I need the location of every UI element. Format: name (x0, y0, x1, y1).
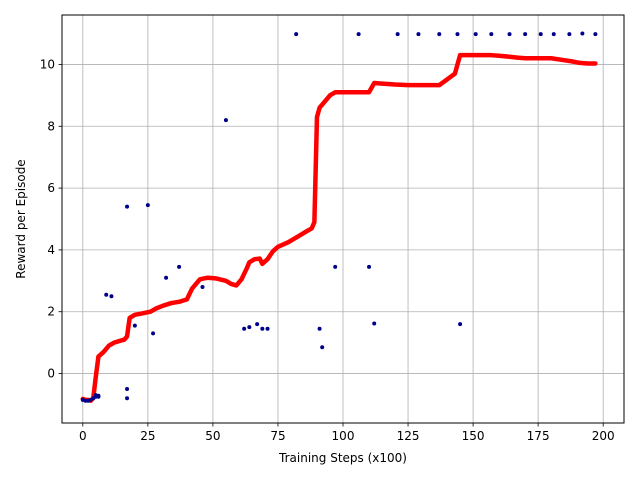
scatter-point (395, 32, 400, 37)
y-tick-label: 10 (40, 57, 55, 71)
scatter-point (132, 323, 137, 328)
scatter-point (416, 32, 421, 37)
scatter-point (260, 326, 265, 331)
scatter-point (551, 32, 556, 37)
y-tick-label: 0 (47, 367, 55, 381)
x-tick-label: 50 (205, 429, 220, 443)
scatter-point (458, 322, 463, 327)
x-tick-label: 150 (462, 429, 485, 443)
scatter-point (145, 203, 150, 208)
y-tick-label: 8 (47, 119, 55, 133)
scatter-point (255, 322, 260, 327)
scatter-point (593, 32, 598, 37)
scatter-point (567, 32, 572, 37)
scatter-point (109, 294, 114, 299)
x-axis-label: Training Steps (x100) (278, 451, 407, 465)
scatter-point (333, 264, 338, 269)
ticks: 0 25 50 75 100 125 150 175 200 0 2 4 6 8 10 (40, 57, 615, 443)
x-tick-label: 200 (592, 429, 615, 443)
scatter-point (523, 32, 528, 37)
y-tick-label: 2 (47, 305, 55, 319)
scatter-point (104, 292, 109, 297)
scatter-point (538, 32, 543, 37)
scatter-point (473, 32, 478, 37)
scatter-point (125, 387, 130, 391)
scatter-point (580, 31, 585, 36)
scatter-point (223, 118, 228, 123)
y-axis-label: Reward per Episode (14, 159, 28, 278)
scatter-point (125, 204, 130, 209)
scatter-point (356, 32, 361, 37)
scatter-point (96, 393, 101, 398)
scatter-point (177, 264, 182, 269)
scatter-point (507, 32, 512, 37)
y-tick-label: 6 (47, 181, 55, 195)
x-tick-label: 175 (527, 429, 550, 443)
x-tick-label: 0 (79, 429, 87, 443)
reward-line (80, 52, 598, 403)
scatter-point (125, 396, 130, 401)
scatter-point (294, 32, 299, 37)
x-tick-label: 125 (397, 429, 420, 443)
scatter-point (247, 325, 252, 330)
scatter-point (437, 32, 442, 37)
scatter-point (317, 326, 322, 331)
scatter-point (489, 32, 494, 37)
scatter-point (372, 321, 377, 326)
series-layer (80, 31, 598, 403)
scatter-point (242, 326, 247, 331)
scatter-point (200, 285, 205, 289)
scatter-point (265, 326, 270, 331)
scatter-point (151, 331, 156, 336)
x-tick-label: 25 (140, 429, 155, 443)
scatter-point (320, 345, 325, 350)
x-tick-label: 75 (270, 429, 285, 443)
x-tick-label: 100 (332, 429, 355, 443)
scatter-point (455, 32, 460, 37)
scatter-point (367, 264, 372, 269)
y-tick-label: 4 (47, 243, 55, 257)
scatter-point (164, 275, 169, 280)
